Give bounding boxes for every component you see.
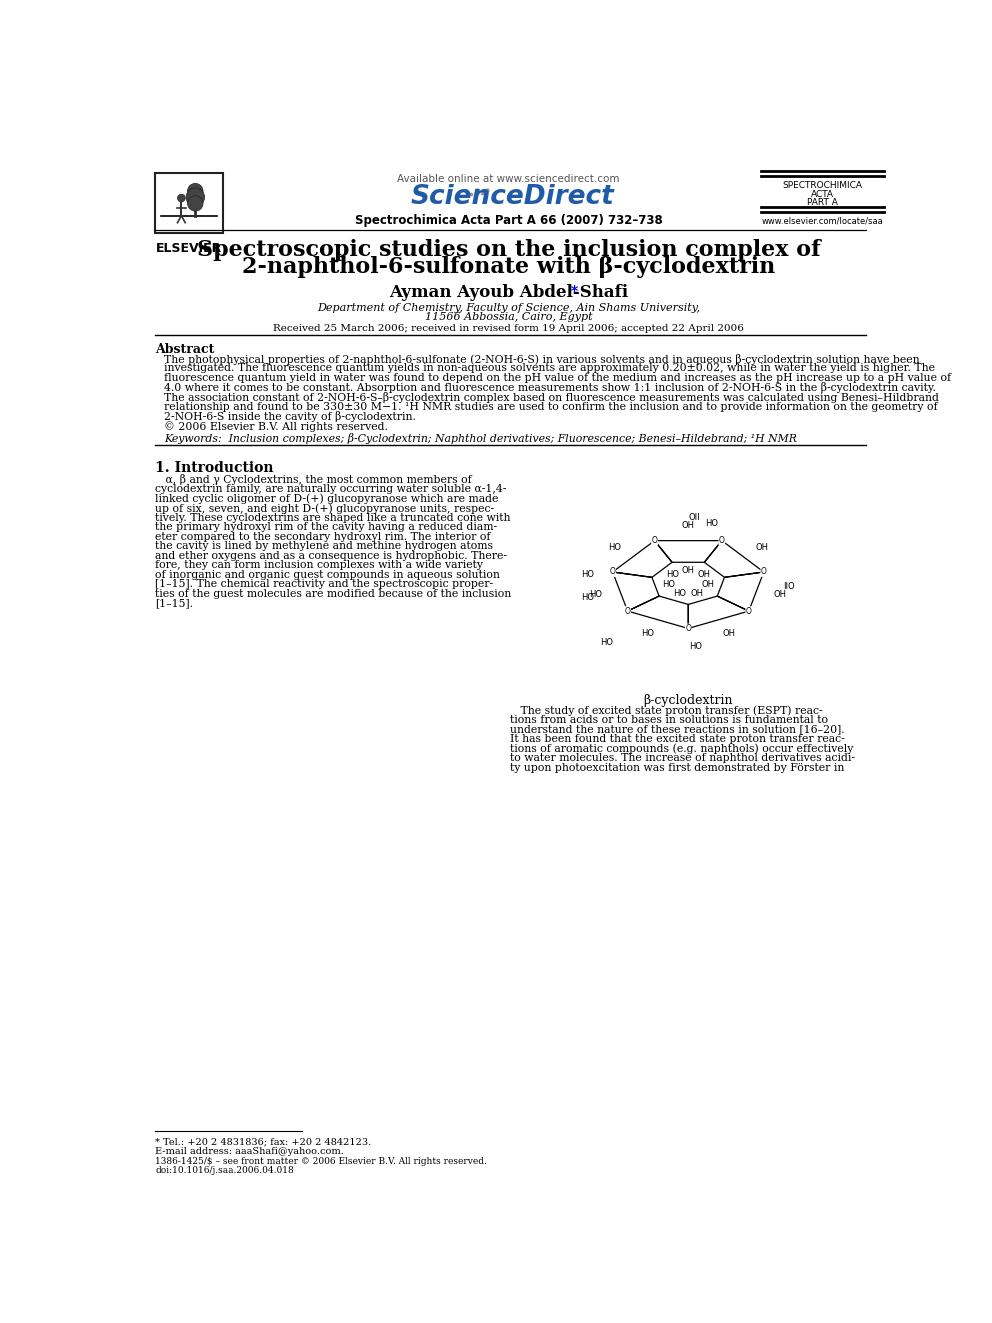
Text: HO: HO xyxy=(705,520,718,528)
Text: Spectroscopic studies on the inclusion complex of: Spectroscopic studies on the inclusion c… xyxy=(196,239,820,261)
Text: O: O xyxy=(761,568,767,577)
Circle shape xyxy=(178,194,186,202)
Text: O: O xyxy=(652,536,658,545)
Text: 1. Introduction: 1. Introduction xyxy=(155,460,274,475)
Text: tions from acids or to bases in solutions is fundamental to: tions from acids or to bases in solution… xyxy=(510,714,828,725)
Text: IIO: IIO xyxy=(783,582,795,590)
Text: HO: HO xyxy=(608,542,621,552)
Text: β-cyclodextrin: β-cyclodextrin xyxy=(644,693,733,706)
Text: *: * xyxy=(570,283,577,298)
Text: HO: HO xyxy=(641,628,654,638)
Text: ScienceDirect: ScienceDirect xyxy=(411,184,614,210)
Text: fluorescence quantum yield in water was found to depend on the pH value of the m: fluorescence quantum yield in water was … xyxy=(165,373,951,382)
Text: Department of Chemistry, Faculty of Science, Ain Shams University,: Department of Chemistry, Faculty of Scie… xyxy=(316,303,700,312)
Text: Received 25 March 2006; received in revised form 19 April 2006; accepted 22 Apri: Received 25 March 2006; received in revi… xyxy=(273,324,744,333)
Text: The association constant of 2-NOH-6-S–β-cyclodextrin complex based on fluorescen: The association constant of 2-NOH-6-S–β-… xyxy=(165,392,939,404)
Text: OH: OH xyxy=(701,581,714,590)
Text: Abstract: Abstract xyxy=(155,343,214,356)
Text: 4.0 where it comes to be constant. Absorption and fluorescence measurements show: 4.0 where it comes to be constant. Absor… xyxy=(165,382,936,393)
Text: The photophysical properties of 2-naphthol-6-sulfonate (2-NOH-6-S) in various so: The photophysical properties of 2-naphth… xyxy=(165,353,920,365)
Circle shape xyxy=(187,184,203,198)
Text: OH: OH xyxy=(690,589,703,598)
Text: to water molecules. The increase of naphthol derivatives acidi-: to water molecules. The increase of naph… xyxy=(510,753,855,763)
Text: * Tel.: +20 2 4831836; fax: +20 2 4842123.: * Tel.: +20 2 4831836; fax: +20 2 484212… xyxy=(155,1138,371,1147)
Text: The study of excited state proton transfer (ESPT) reac-: The study of excited state proton transf… xyxy=(510,705,822,716)
Text: α, β and γ Cyclodextrins, the most common members of: α, β and γ Cyclodextrins, the most commo… xyxy=(155,475,472,486)
Text: OH: OH xyxy=(682,521,694,531)
Text: O: O xyxy=(746,606,752,615)
Bar xyxy=(155,172,223,233)
Text: [1–15].: [1–15]. xyxy=(155,598,193,609)
Text: O: O xyxy=(685,624,691,632)
Text: Ayman Ayoub Abdel-Shafi: Ayman Ayoub Abdel-Shafi xyxy=(389,284,628,302)
Text: OII: OII xyxy=(688,513,700,523)
Text: 1386-1425/$ – see front matter © 2006 Elsevier B.V. All rights reserved.: 1386-1425/$ – see front matter © 2006 El… xyxy=(155,1156,487,1166)
Text: investigated. The fluorescence quantum yields in non-aqueous solvents are approx: investigated. The fluorescence quantum y… xyxy=(165,364,935,373)
Text: tively. These cyclodextrins are shaped like a truncated cone with: tively. These cyclodextrins are shaped l… xyxy=(155,512,511,523)
Text: OH: OH xyxy=(697,570,710,579)
Text: It has been found that the excited state proton transfer reac-: It has been found that the excited state… xyxy=(510,734,845,744)
Text: 2-NOH-6-S inside the cavity of β-cyclodextrin.: 2-NOH-6-S inside the cavity of β-cyclode… xyxy=(165,411,417,422)
Circle shape xyxy=(187,196,203,212)
Text: OH: OH xyxy=(774,590,787,599)
Text: Available online at www.sciencedirect.com: Available online at www.sciencedirect.co… xyxy=(397,175,620,184)
Text: O: O xyxy=(719,536,725,545)
Text: HO: HO xyxy=(662,581,675,590)
Text: 2-naphthol-6-sulfonate with β-cyclodextrin: 2-naphthol-6-sulfonate with β-cyclodextr… xyxy=(242,255,775,278)
Circle shape xyxy=(186,188,204,206)
Text: HO: HO xyxy=(666,570,679,579)
Text: HO: HO xyxy=(689,643,702,651)
Text: cyclodextrin family, are naturally occurring water soluble α-1,4-: cyclodextrin family, are naturally occur… xyxy=(155,484,506,493)
Text: O: O xyxy=(610,568,616,577)
Text: doi:10.1016/j.saa.2006.04.018: doi:10.1016/j.saa.2006.04.018 xyxy=(155,1166,294,1175)
Text: www.elsevier.com/locate/saa: www.elsevier.com/locate/saa xyxy=(762,217,883,225)
Text: of inorganic and organic guest compounds in aqueous solution: of inorganic and organic guest compounds… xyxy=(155,570,500,579)
Text: fore, they can form inclusion complexes with a wide variety: fore, they can form inclusion complexes … xyxy=(155,561,483,570)
Text: HO: HO xyxy=(600,638,613,647)
Text: Keywords:  Inclusion complexes; β-Cyclodextrin; Naphthol derivatives; Fluorescen: Keywords: Inclusion complexes; β-Cyclode… xyxy=(165,433,798,445)
Text: understand the nature of these reactions in solution [16–20].: understand the nature of these reactions… xyxy=(510,725,844,734)
Text: [1–15]. The chemical reactivity and the spectroscopic proper-: [1–15]. The chemical reactivity and the … xyxy=(155,579,493,590)
Text: E-mail address: aaaShafi@yahoo.com.: E-mail address: aaaShafi@yahoo.com. xyxy=(155,1147,344,1156)
Text: the cavity is lined by methylene and methine hydrogen atoms: the cavity is lined by methylene and met… xyxy=(155,541,493,552)
Text: linked cyclic oligomer of D-(+) glucopyranose which are made: linked cyclic oligomer of D-(+) glucopyr… xyxy=(155,493,498,504)
Text: HO: HO xyxy=(580,570,593,579)
Text: relationship and found to be 330±30 M−1. ¹H NMR studies are used to confirm the : relationship and found to be 330±30 M−1.… xyxy=(165,402,937,411)
Text: the primary hydroxyl rim of the cavity having a reduced diam-: the primary hydroxyl rim of the cavity h… xyxy=(155,523,497,532)
Text: Spectrochimica Acta Part A 66 (2007) 732–738: Spectrochimica Acta Part A 66 (2007) 732… xyxy=(354,214,663,228)
Text: ties of the guest molecules are modified because of the inclusion: ties of the guest molecules are modified… xyxy=(155,589,511,599)
Text: OH: OH xyxy=(682,566,694,574)
Text: SPECTROCHIMICA: SPECTROCHIMICA xyxy=(783,181,862,191)
Text: ty upon photoexcitation was first demonstrated by Förster in: ty upon photoexcitation was first demons… xyxy=(510,763,844,773)
Text: © 2006 Elsevier B.V. All rights reserved.: © 2006 Elsevier B.V. All rights reserved… xyxy=(165,421,388,431)
Text: HO: HO xyxy=(589,590,602,599)
Text: ELSEVIER: ELSEVIER xyxy=(156,242,222,255)
Text: HO: HO xyxy=(673,589,685,598)
Text: O: O xyxy=(625,606,631,615)
Text: eter compared to the secondary hydroxyl rim. The interior of: eter compared to the secondary hydroxyl … xyxy=(155,532,490,541)
Text: up of six, seven, and eight D-(+) glucopyranose units, respec-: up of six, seven, and eight D-(+) glucop… xyxy=(155,503,494,513)
Text: 11566 Abbossia, Cairo, Egypt: 11566 Abbossia, Cairo, Egypt xyxy=(425,312,592,321)
Text: HO: HO xyxy=(580,593,593,602)
Text: OH: OH xyxy=(756,542,769,552)
Text: and ether oxygens and as a consequence is hydrophobic. There-: and ether oxygens and as a consequence i… xyxy=(155,550,507,561)
Text: tions of aromatic compounds (e.g. naphthols) occur effectively: tions of aromatic compounds (e.g. naphth… xyxy=(510,744,853,754)
Text: OH: OH xyxy=(723,628,736,638)
Text: ACTA: ACTA xyxy=(810,189,833,198)
Text: PART A: PART A xyxy=(806,198,837,206)
